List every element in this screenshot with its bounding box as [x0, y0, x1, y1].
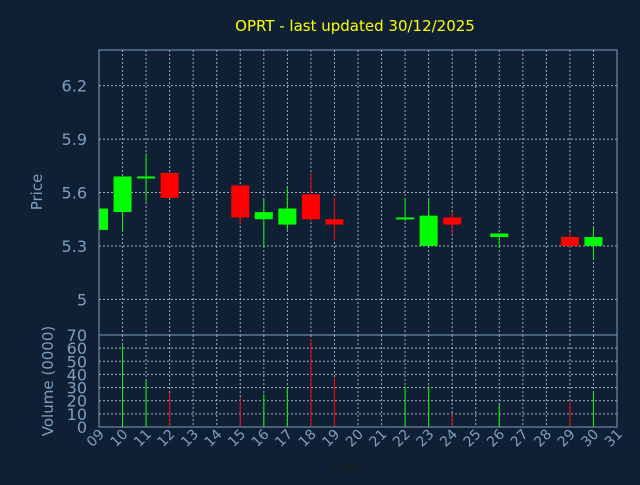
x-tick-labels: 09 10 11 12 13 14 15 16 17 18 19 20 21 22 23 24 25 26 27 28… [84, 426, 626, 450]
volume-tick-label: 60 [67, 339, 87, 358]
volume-bars [122, 338, 594, 427]
candle-body [584, 237, 603, 246]
volume-tick-label: 10 [67, 405, 87, 424]
volume-tick-label: 40 [67, 365, 87, 384]
price-tick-label: 5.6 [62, 184, 87, 203]
candle-body [278, 208, 297, 225]
candles [98, 153, 603, 259]
volume-panel-frame [98, 334, 618, 428]
candle-body [325, 219, 344, 225]
volume-tick-label: 0 [77, 418, 87, 437]
candle-body [443, 217, 462, 225]
candle-body [396, 217, 415, 220]
candle-body [137, 176, 156, 179]
volume-tick-label: 70 [67, 326, 87, 345]
candle-body [560, 237, 579, 246]
candle-body [231, 185, 250, 218]
price-axis-label: Price [28, 174, 46, 211]
candle-body [254, 212, 273, 220]
price-tick-label: 5 [77, 290, 87, 309]
volume-tick-label: 20 [67, 392, 87, 411]
candle-body [160, 172, 179, 198]
candle-body [490, 233, 509, 238]
price-tick-labels: 6.2 5.9 5.6 5.3 5 [62, 77, 87, 310]
candle-body [113, 176, 132, 213]
price-tick-label: 5.3 [62, 237, 87, 256]
candle-body [99, 208, 108, 230]
chart-title: OPRT - last updated 30/12/2025 [235, 17, 475, 35]
price-tick-label: 5.9 [62, 130, 87, 149]
volume-axis-label: Volume (0000) [39, 326, 57, 436]
price-tick-label: 6.2 [62, 77, 87, 96]
price-gridlines [99, 50, 617, 335]
x-axis-label: Day [332, 458, 362, 476]
volume-tick-label: 50 [67, 352, 87, 371]
candle-body [301, 194, 320, 220]
volume-tick-label: 30 [67, 379, 87, 398]
candle-body [419, 215, 438, 246]
